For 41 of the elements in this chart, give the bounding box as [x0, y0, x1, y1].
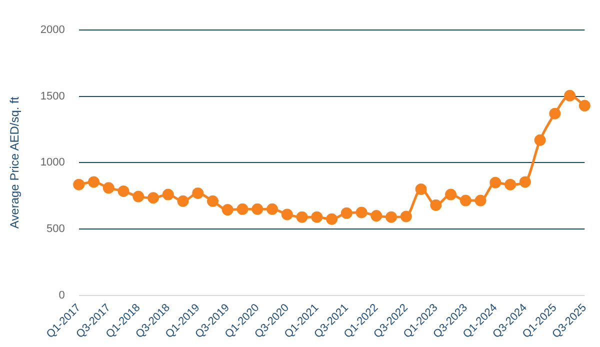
y-tick-label: 2000	[40, 24, 65, 36]
point	[162, 188, 174, 200]
point	[578, 100, 590, 112]
point	[564, 90, 576, 102]
point	[474, 194, 486, 206]
point	[400, 210, 412, 222]
point	[192, 187, 204, 199]
y-axis-title: Average Price AED/sq. ft	[8, 96, 22, 229]
point	[340, 207, 352, 219]
point	[430, 199, 442, 211]
point	[549, 108, 561, 120]
point	[460, 194, 472, 206]
point	[88, 176, 100, 188]
point	[296, 211, 308, 223]
point	[73, 178, 85, 190]
point	[266, 203, 278, 215]
point	[236, 203, 248, 215]
point	[504, 178, 516, 190]
point	[519, 176, 531, 188]
point	[326, 213, 338, 225]
y-tick-label: 1000	[40, 156, 65, 169]
point	[102, 182, 114, 194]
point	[252, 203, 264, 215]
y-tick-label: 1500	[40, 90, 65, 102]
point	[534, 134, 546, 146]
y-tick-label: 0	[58, 289, 65, 302]
point	[281, 208, 293, 220]
point	[118, 185, 130, 197]
y-tick-label: 500	[46, 223, 65, 236]
point	[415, 183, 427, 195]
point	[311, 211, 323, 223]
point	[356, 206, 368, 218]
point	[490, 176, 502, 188]
point	[132, 190, 144, 202]
point	[222, 204, 234, 216]
point	[445, 188, 457, 200]
point	[207, 195, 219, 207]
point	[148, 192, 160, 204]
point	[177, 195, 189, 207]
point	[370, 210, 382, 222]
point	[386, 211, 398, 223]
